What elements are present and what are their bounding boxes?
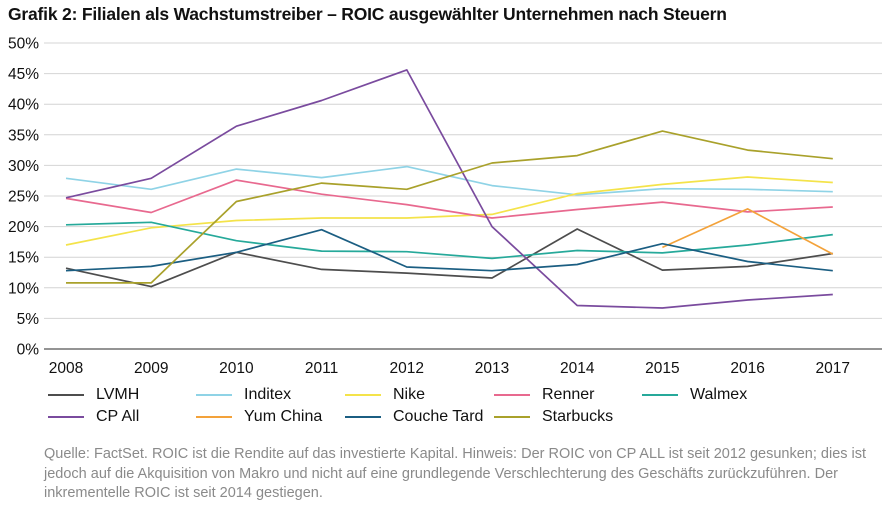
legend-item-couche-tard: Couche Tard [345,408,483,426]
legend-item-renner: Renner [494,386,594,404]
legend-label: Walmex [690,386,748,403]
series-line-walmex [65,221,833,260]
legend-swatch [494,416,530,418]
series-line-yum-china [662,208,834,255]
x-tick-label: 2009 [134,360,168,377]
legend-swatch [48,416,84,418]
legend-item-yum-china: Yum China [196,408,322,426]
legend-label: Starbucks [542,408,614,425]
x-tick-label: 2010 [219,360,254,377]
legend-label: Renner [542,386,595,403]
x-tick-label: 2016 [730,360,764,377]
legend-swatch [196,416,232,418]
y-tick-label: 0% [17,342,40,359]
legend-swatch [642,394,678,396]
series-line-nike [65,176,833,246]
legend-swatch [494,394,530,396]
y-tick-label: 25% [8,189,39,206]
legend-swatch [345,394,381,396]
x-tick-label: 2017 [816,360,850,377]
y-tick-label: 20% [8,219,39,236]
series-line-cp-all [65,69,833,309]
series-line-couche-tard [65,228,833,272]
series-lines [65,69,834,309]
y-tick-label: 40% [8,97,39,114]
legend-item-nike: Nike [345,386,425,404]
legend-label: LVMH [96,386,140,403]
y-tick-label: 35% [8,127,39,144]
line-chart: 0% 5% 10% 15% 20% 25% 30% 35% 40% 45% 50% 2008 2009… [8,36,882,377]
series-line-inditex [65,165,833,196]
y-axis-tick-labels: 0% 5% 10% 15% 20% 25% 30% 35% 40% 45% 50% [8,36,39,359]
legend-swatch [345,416,381,418]
legend-item-lvmh: LVMH [48,386,139,404]
legend-item-starbucks: Starbucks [494,408,613,426]
legend-swatch [48,394,84,396]
legend-swatch [196,394,232,396]
series-line-starbucks [66,130,833,284]
legend-label: Yum China [244,408,323,425]
series-line-renner [65,179,833,219]
legend-label: Couche Tard [393,408,484,425]
chart-title: Grafik 2: Filialen als Wachstumstreiber … [8,4,727,24]
x-tick-label: 2011 [305,360,338,377]
x-tick-label: 2013 [475,360,509,377]
y-tick-label: 5% [17,311,40,328]
x-axis-tick-labels: 2008 2009 2010 2011 2012 2013 2014 2015 2016 2017 [49,360,850,377]
legend-label: CP All [96,408,140,425]
legend-label: Inditex [244,386,292,403]
legend-item-inditex: Inditex [196,386,291,404]
y-tick-label: 45% [8,66,39,83]
x-tick-label: 2015 [645,360,679,377]
y-tick-label: 10% [8,280,39,297]
legend-item-cp-all: CP All [48,408,139,426]
x-tick-label: 2014 [560,360,595,377]
y-tick-label: 30% [8,158,39,175]
y-tick-label: 50% [8,36,39,53]
x-tick-label: 2012 [390,360,424,377]
x-tick-label: 2008 [49,360,83,377]
y-tick-label: 15% [8,250,39,267]
series-line-lvmh [65,228,833,288]
legend-label: Nike [393,386,426,403]
source-note: Quelle: FactSet. ROIC ist die Rendite au… [44,446,867,501]
legend-item-walmex: Walmex [642,386,747,404]
grid-lines [44,42,882,350]
